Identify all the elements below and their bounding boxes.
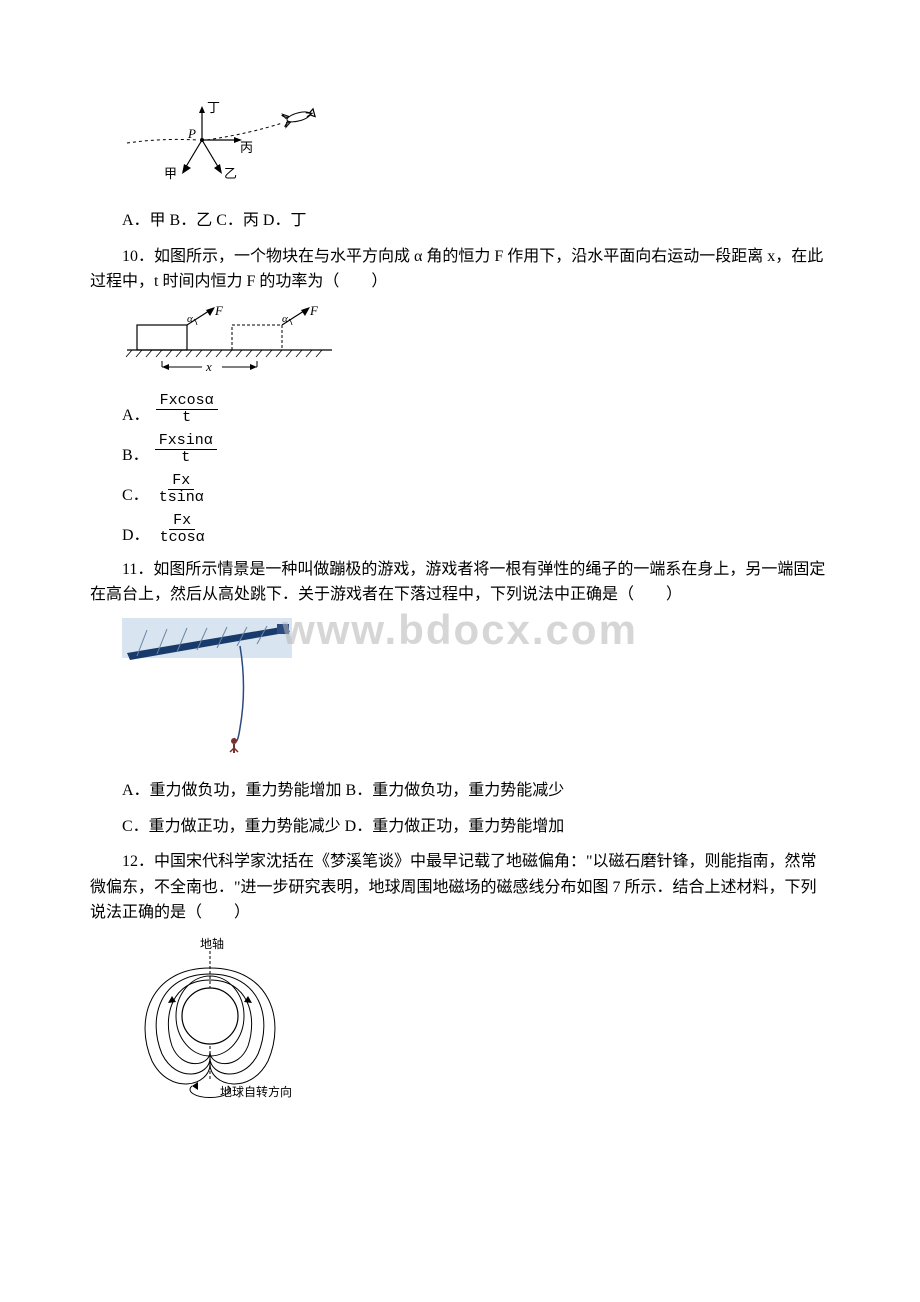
numerator: Fx: [168, 473, 194, 491]
label-F2: F: [309, 305, 319, 318]
label-yi: 乙: [224, 166, 237, 181]
q9-options: A．甲 B．乙 C．丙 D．丁: [90, 208, 830, 234]
fraction: Fx tsinα: [155, 473, 208, 507]
q11-options-line1: A．重力做负功，重力势能增加 B．重力做负功，重力势能减少: [90, 778, 830, 804]
label-alpha2: α: [282, 313, 288, 325]
q10-option-B: B． Fxsinα t: [122, 433, 830, 467]
opt-letter: A．: [122, 401, 150, 427]
q10-option-C: C． Fx tsinα: [122, 473, 830, 507]
label-F1: F: [214, 305, 224, 318]
q10-figure: F α F α x: [122, 305, 830, 385]
q10-option-A: A． Fxcosα t: [122, 393, 830, 427]
q11-options-line2: C．重力做正功，重力势能减少 D．重力做正功，重力势能增加: [90, 814, 830, 840]
denominator: t: [178, 410, 195, 427]
label-axis: 地轴: [200, 936, 224, 951]
numerator: Fx: [169, 513, 195, 531]
numerator: Fxcosα: [156, 393, 218, 411]
denominator: tcosα: [156, 530, 209, 547]
page-container: P 丁 丙 乙 甲 A．甲 B．乙 C．丙 D．丁 10．如图所示，一个物块在与…: [0, 0, 920, 1174]
denominator: tsinα: [155, 490, 208, 507]
q9-figure: P 丁 丙 乙 甲: [122, 98, 830, 198]
label-rotation: 地球自转方向: [220, 1084, 292, 1099]
label-bing: 丙: [240, 140, 253, 155]
denominator: t: [177, 450, 194, 467]
opt-letter: D．: [122, 521, 150, 547]
q12-text: 12．中国宋代科学家沈括在《梦溪笔谈》中最早记载了地磁偏角："以磁石磨针锋，则能…: [90, 849, 830, 926]
q11-text: 11．如图所示情景是一种叫做蹦极的游戏，游戏者将一根有弹性的绳子的一端系在身上，…: [90, 557, 830, 608]
q11-figure: [122, 618, 830, 768]
q10-text: 10．如图所示，一个物块在与水平方向成 α 角的恒力 F 作用下，沿水平面向右运…: [90, 244, 830, 295]
label-ding: 丁: [207, 100, 220, 115]
label-x: x: [205, 359, 212, 374]
opt-letter: C．: [122, 481, 149, 507]
fraction: Fx tcosα: [156, 513, 209, 547]
opt-letter: B．: [122, 441, 149, 467]
fraction: Fxsinα t: [155, 433, 217, 467]
label-p: P: [187, 126, 196, 141]
q12-figure: 地轴 地球自转方向: [122, 936, 830, 1106]
q10-option-D: D． Fx tcosα: [122, 513, 830, 547]
label-jia: 甲: [164, 166, 177, 181]
label-alpha1: α: [187, 313, 193, 325]
numerator: Fxsinα: [155, 433, 217, 451]
fraction: Fxcosα t: [156, 393, 218, 427]
